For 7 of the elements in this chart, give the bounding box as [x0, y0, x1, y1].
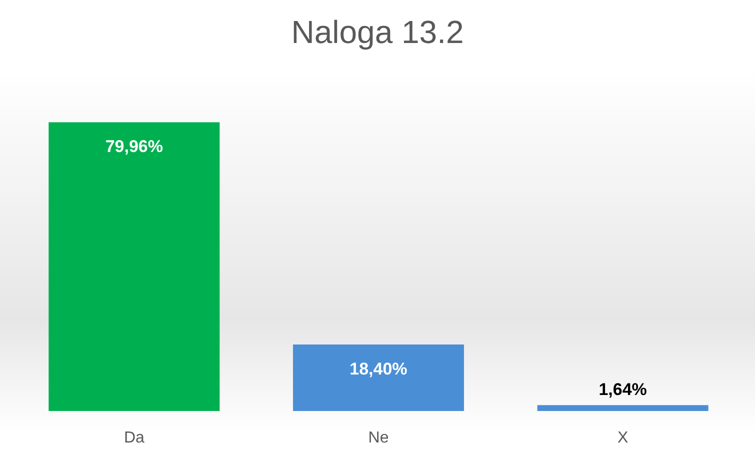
data-label: 18,40% [350, 360, 408, 379]
data-label: 79,96% [105, 137, 163, 156]
x-tick-label: Da [124, 429, 144, 446]
data-label: 1,64% [598, 380, 647, 400]
x-tick-label: X [617, 429, 628, 446]
chart-title: Naloga 13.2 [290, 14, 465, 51]
x-tick-label: Ne [368, 429, 389, 446]
